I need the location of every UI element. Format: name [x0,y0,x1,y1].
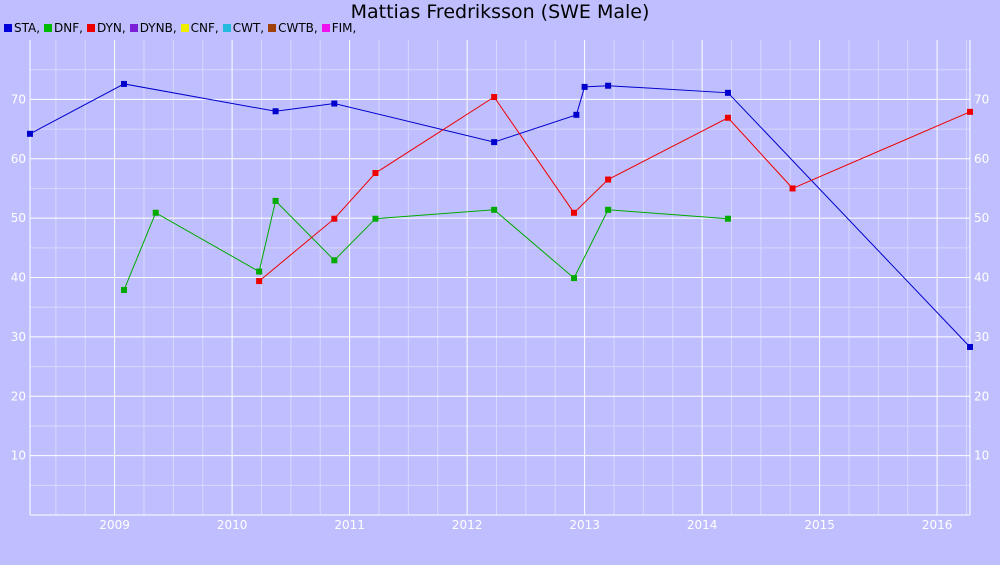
y-tick-label-left: 40 [11,271,26,285]
y-tick-label-right: 20 [974,389,989,403]
y-tick-label-right: 10 [974,449,989,463]
chart-title: Mattias Fredriksson (SWE Male) [350,1,650,23]
legend-swatch [4,24,12,32]
data-point-dyn [331,215,338,222]
legend: STA, DNF, DYN, DYNB, CNF, CWT, CWTB, FIM, [4,20,360,36]
y-tick-label-left: 20 [11,389,26,403]
legend-label: CNF, [190,21,219,35]
y-tick-label-left: 30 [11,330,26,344]
data-point-sta [331,100,338,107]
data-point-dnf [571,275,578,282]
y-tick-label-right: 40 [974,271,989,285]
data-point-dnf [605,206,612,213]
legend-swatch [44,24,53,32]
data-point-dyn [967,108,973,115]
x-tick-label: 2012 [452,518,483,532]
legend-label: DYNB, [139,21,177,35]
legend-item: CWTB, [268,20,318,36]
x-tick-label: 2014 [687,518,718,532]
legend-swatch [180,24,189,32]
data-point-dnf [272,197,279,204]
legend-swatch [129,24,138,32]
x-tick-label: 2010 [217,518,248,532]
legend-item: FIM, [321,20,357,36]
data-point-dnf [256,268,263,275]
y-tick-label-left: 70 [11,92,26,106]
data-point-sta [967,343,973,350]
y-tick-label-right: 50 [974,211,989,225]
data-point-sta [605,82,612,89]
x-tick-label: 2015 [804,518,835,532]
legend-label: CWT, [232,21,265,35]
legend-item: CNF, [180,20,219,36]
legend-item: DYNB, [129,20,177,36]
legend-label: DNF, [54,21,83,35]
data-point-sta [272,108,279,115]
legend-label: FIM, [331,21,357,35]
legend-swatch [321,24,330,32]
data-point-dyn [372,170,379,176]
data-point-dnf [724,215,731,222]
data-point-dnf [331,257,338,264]
data-point-sta [581,83,588,90]
legend-label: DYN, [96,21,126,35]
legend-label: CWTB, [278,21,318,35]
y-tick-label-left: 60 [11,152,26,166]
legend-swatch [222,24,231,32]
legend-swatch [268,24,277,32]
data-point-sta [724,89,731,96]
data-point-dyn [491,94,498,100]
data-point-dnf [152,209,159,216]
data-point-dnf [372,215,379,222]
data-point-dyn [256,278,263,285]
x-tick-label: 2009 [99,518,130,532]
legend-item: DNF, [44,20,83,36]
legend-item: STA, [4,20,40,36]
data-point-sta [27,130,33,137]
legend-item: CWT, [222,20,265,36]
y-tick-label-right: 60 [974,152,989,166]
data-point-dnf [491,206,498,213]
series-line-sta [29,83,971,348]
x-tick-label: 2013 [569,518,600,532]
data-point-sta [121,80,127,87]
data-point-dyn [724,114,731,121]
series-line-dyn [258,96,971,282]
series-line-dnf [123,199,729,291]
y-tick-label-right: 30 [974,330,989,344]
data-point-dnf [121,286,127,293]
legend-item: DYN, [86,20,126,36]
x-tick-label: 2011 [334,518,365,532]
y-tick-label-left: 10 [11,449,26,463]
data-point-sta [573,111,580,118]
y-tick-label-left: 50 [11,211,26,225]
y-tick-label-right: 70 [974,92,989,106]
data-point-sta [491,139,498,146]
data-point-dyn [571,209,578,216]
data-point-dyn [605,176,612,183]
legend-label: STA, [14,21,41,35]
data-point-dyn [789,185,796,192]
legend-swatch [86,24,95,32]
x-tick-label: 2016 [922,518,953,532]
